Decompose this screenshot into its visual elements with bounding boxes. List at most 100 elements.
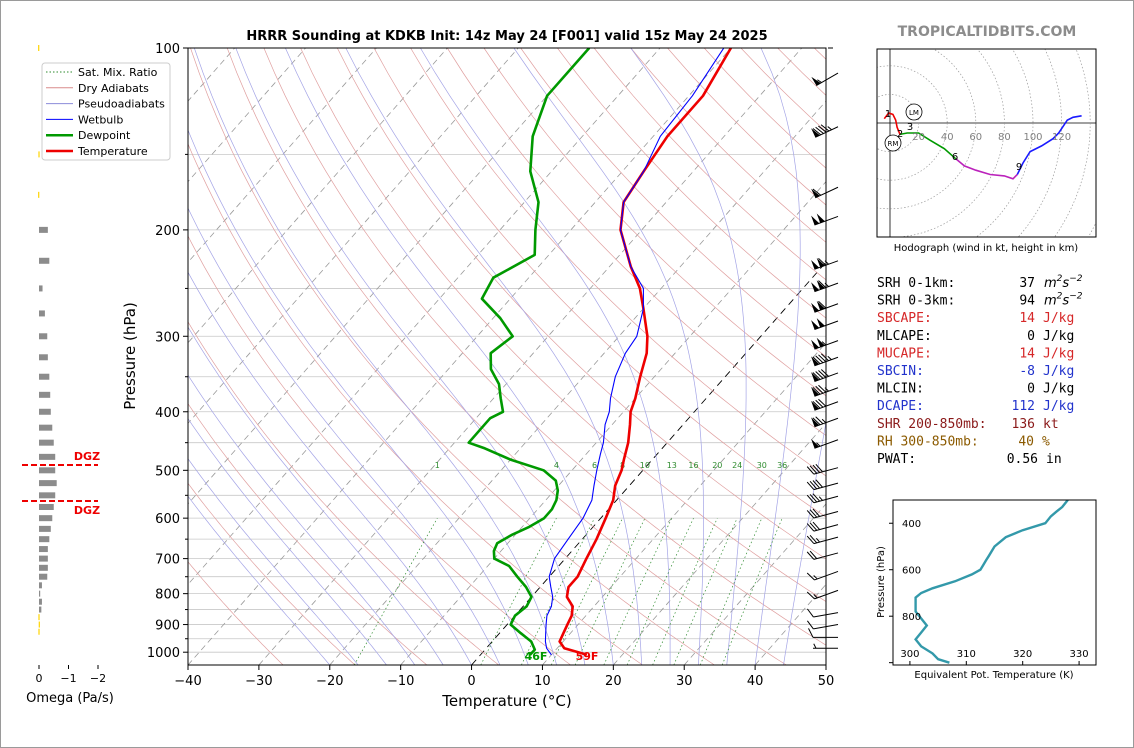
hodograph-ring [877, 49, 1005, 237]
parameter-unit: % [1042, 434, 1050, 449]
x-tick-label: −40 [174, 674, 201, 689]
brand-watermark: TROPICALTIDBITS.COM [898, 24, 1077, 40]
wind-barb [813, 643, 838, 649]
barb-full [812, 464, 821, 473]
barb-full [812, 356, 821, 365]
mixing-ratio-label: 16 [688, 461, 698, 470]
barb-full [820, 124, 830, 132]
barb-full [815, 371, 824, 379]
y-tick-label: 700 [155, 553, 180, 568]
barb-full [806, 481, 815, 490]
barb-full [812, 372, 821, 380]
wind-barb [806, 493, 839, 504]
storm-motion-label: LM [909, 109, 919, 117]
x-tick-label: 0 [467, 674, 475, 689]
wind-barb [806, 463, 839, 475]
barb-half [815, 537, 821, 543]
parameter-unit: J/kg [1043, 364, 1074, 379]
y-tick-label: 500 [155, 464, 180, 479]
y-tick-label: 1000 [147, 646, 180, 661]
mixing-ratio-line [626, 518, 694, 665]
omega-bar [39, 598, 42, 605]
theta-e-y-tick-label: 600 [902, 566, 921, 577]
barb-half [813, 575, 818, 580]
mixing-ratio-label: 6 [592, 461, 597, 470]
skewt-axes: −40 −30 −20 −10 0 10 20 30 40 50 100 200 300 400 500 60… [147, 42, 834, 689]
barb-full [806, 466, 815, 475]
hodograph-frame [876, 48, 1097, 238]
mixing-ratio-label: 24 [732, 461, 742, 470]
barb-half [816, 442, 821, 447]
hodograph-ring-label: 20 [912, 132, 925, 143]
mixing-ratio-label: 1 [435, 461, 440, 470]
barb-full [806, 608, 814, 618]
parameter-label: SHR 200-850mb: [877, 417, 987, 432]
isotherm [258, 48, 803, 665]
barb-staff [814, 303, 839, 313]
barb-staff [813, 467, 839, 475]
isotherm [188, 48, 377, 263]
legend-label: Sat. Mix. Ratio [78, 66, 158, 79]
y-tick-label: 300 [155, 330, 180, 345]
barb-flag [811, 302, 820, 313]
omega-bar [39, 391, 51, 398]
omega-tick-label: −2 [90, 672, 106, 685]
skewt-background-lines [188, 48, 826, 665]
barb-flag [811, 386, 820, 397]
y-tick-label: 100 [155, 42, 180, 57]
sounding-parameters: SRH 0-1km: 37 m2s−2 SRH 0-3km: 94 m2s−2 SBCAPE… [877, 274, 1083, 467]
dgz-label: DGZ [74, 504, 100, 517]
omega-bar [39, 439, 54, 446]
barb-full [818, 370, 827, 378]
parameter-unit: J/kg [1043, 346, 1074, 361]
surface-temperature-label: 59F [576, 650, 599, 663]
wind-barb [806, 508, 839, 519]
dry-adiabat [263, 48, 826, 646]
barb-flag [811, 400, 820, 411]
barb-flag [811, 76, 821, 86]
y-tick-label: 600 [155, 512, 180, 527]
barb-staff [814, 570, 839, 581]
barb-staff [814, 320, 839, 330]
wind-barb [806, 521, 839, 532]
parameter-unit: J/kg [1043, 329, 1074, 344]
barb-staff [814, 439, 839, 449]
barb-full [806, 523, 815, 532]
mixing-ratio-line [550, 518, 623, 665]
parameter-label: SRH 0-1km: [877, 276, 955, 291]
moist-adiabat [188, 271, 472, 665]
mixing-ratio-label: 4 [554, 461, 559, 470]
wind-barb [806, 620, 839, 630]
dry-adiabat [336, 48, 826, 560]
mixing-ratio-line [574, 518, 646, 665]
isotherm [188, 48, 519, 424]
mixing-ratio-label: 10 [640, 461, 650, 470]
barb-full [806, 551, 815, 560]
parameter-value: -8 [1019, 364, 1035, 379]
omega-bar [39, 503, 54, 510]
hodograph-ring [877, 49, 977, 210]
barb-full [820, 353, 829, 362]
wind-barb [811, 337, 839, 350]
barb-half [813, 643, 817, 649]
legend-label: Pseudoadiabats [78, 98, 165, 111]
barb-full [808, 628, 814, 638]
barb-half [824, 282, 829, 287]
hodograph-height-label: 3 [907, 122, 913, 133]
parameter-value: 0 [1027, 382, 1035, 397]
wind-barb [811, 384, 839, 397]
barb-half [827, 126, 832, 131]
omega-bar [39, 525, 51, 532]
barb-full [806, 494, 815, 504]
barb-half [824, 387, 829, 392]
parameter-value: 40 [1018, 434, 1034, 449]
barb-half [817, 79, 822, 83]
barb-full [815, 126, 824, 134]
surface-dewpoint-label: 46F [525, 650, 548, 663]
parameter-unit: J/kg [1043, 311, 1074, 326]
y-tick-label: 900 [155, 619, 180, 634]
omega-bar [38, 191, 40, 198]
omega-bar [38, 151, 40, 158]
theta-e-x-axis-label: Equivalent Pot. Temperature (K) [914, 670, 1073, 681]
wind-barb [811, 300, 839, 313]
